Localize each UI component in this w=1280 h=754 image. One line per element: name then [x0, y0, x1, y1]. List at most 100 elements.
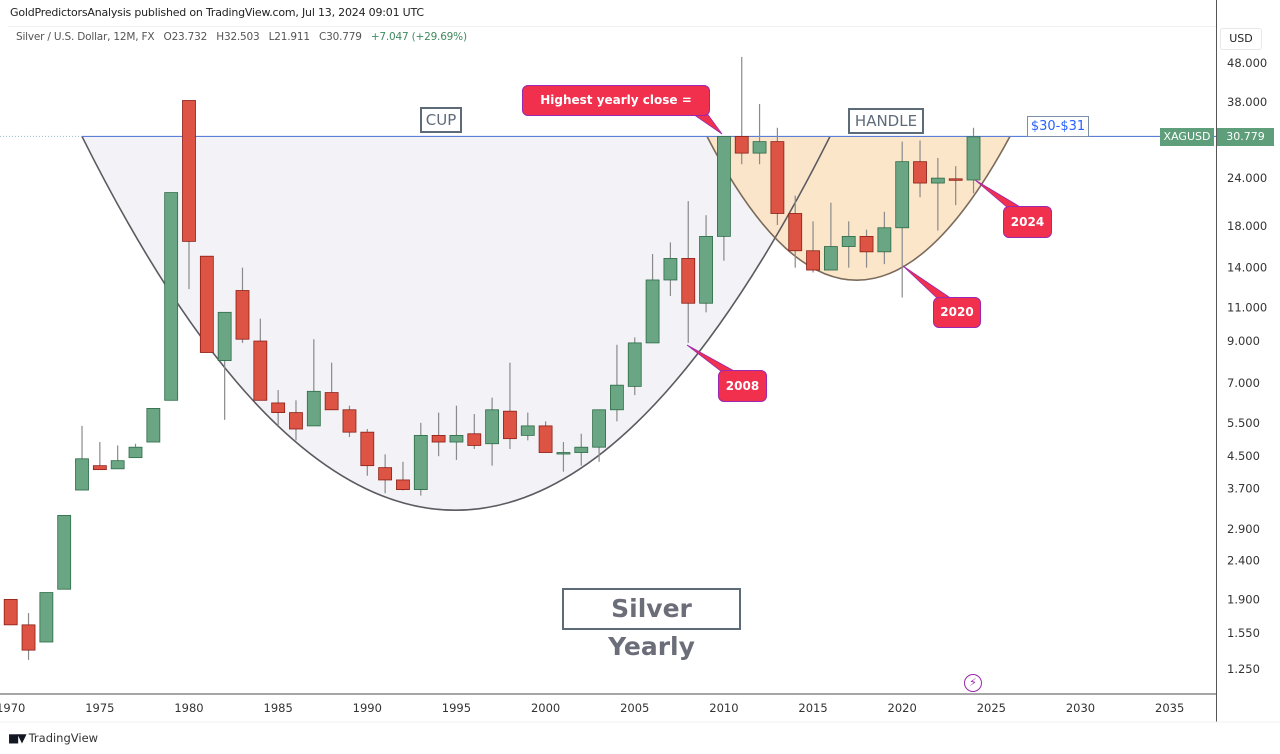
candle-1986[interactable] — [289, 412, 303, 430]
x-tick-label: 1995 — [442, 701, 471, 715]
candle-2010[interactable] — [717, 136, 731, 237]
y-tick-label: 48.000 — [1227, 56, 1267, 70]
highest-close-callout: Highest yearly close = $30.85 — [522, 85, 710, 136]
handle-label: HANDLE — [848, 108, 924, 134]
candle-2003[interactable] — [592, 409, 606, 448]
candle-1991[interactable] — [378, 467, 393, 481]
candle-2008[interactable] — [681, 258, 696, 304]
lightning-icon[interactable]: ⚡︎ — [964, 674, 982, 692]
ohlc-close: C30.779 — [319, 31, 362, 43]
candle-2023[interactable] — [948, 178, 963, 181]
y-tick-label: 11.000 — [1227, 301, 1267, 315]
candle-2017[interactable] — [841, 235, 856, 247]
candle-2006[interactable] — [645, 279, 660, 344]
candle-2013[interactable] — [770, 141, 785, 214]
y-tick-label: 9.000 — [1227, 334, 1260, 348]
chart-title-box: Silver Yearly — [562, 588, 741, 661]
pointer-2020 — [902, 265, 954, 300]
callout-2024: 2024 — [1003, 206, 1052, 238]
cup-curve — [81, 136, 831, 511]
x-tick-label: 2005 — [620, 701, 649, 715]
x-tick-label: 1975 — [85, 701, 114, 715]
candle-1988[interactable] — [324, 392, 339, 411]
candle-2004[interactable] — [610, 384, 624, 411]
x-tick-label: 1990 — [353, 701, 382, 715]
tradingview-footer[interactable]: ■▼ TradingView — [8, 731, 98, 745]
y-tick-label: 1.900 — [1227, 592, 1260, 606]
candle-2009[interactable] — [699, 235, 713, 304]
ohlc-low: L21.911 — [268, 31, 310, 43]
candle-2000[interactable] — [538, 425, 553, 453]
candle-2021[interactable] — [913, 161, 927, 184]
candle-2012[interactable] — [752, 141, 767, 154]
candle-1976[interactable] — [110, 460, 125, 470]
candle-2005[interactable] — [627, 342, 642, 387]
candle-1984[interactable] — [253, 340, 268, 401]
y-tick-label: 2.400 — [1227, 554, 1260, 568]
candle-1989[interactable] — [342, 409, 357, 433]
candle-1996[interactable] — [467, 433, 482, 446]
symbol-legend: Silver / U.S. Dollar, 12M, FX O23.732 H3… — [16, 31, 467, 43]
y-tick-label: 38.000 — [1227, 95, 1267, 109]
candle-2022[interactable] — [930, 177, 945, 184]
candle-1985[interactable] — [271, 402, 286, 414]
candle-2019[interactable] — [877, 227, 892, 253]
currency-button[interactable]: USD — [1220, 28, 1262, 50]
candle-1995[interactable] — [449, 434, 464, 443]
last-price-tag: 30.779 — [1217, 128, 1274, 146]
candle-1994[interactable] — [431, 434, 446, 443]
y-tick-label: 1.550 — [1227, 626, 1260, 640]
candle-1993[interactable] — [413, 434, 428, 490]
y-tick-label: 3.700 — [1227, 482, 1260, 496]
y-tick-label: 4.500 — [1227, 449, 1260, 463]
price-range-label: $30-$31 — [1027, 116, 1089, 137]
candle-1973[interactable] — [57, 515, 72, 590]
callout-2020: 2020 — [933, 297, 981, 328]
ohlc-change: +7.047 (+29.69%) — [370, 31, 467, 43]
ohlc-high: H32.503 — [216, 31, 260, 43]
candle-2002[interactable] — [574, 446, 589, 453]
candle-1982[interactable] — [217, 311, 232, 362]
y-tick-label: 2.900 — [1227, 522, 1260, 536]
x-tick-label: 2015 — [798, 701, 827, 715]
candle-1979[interactable] — [164, 192, 179, 401]
y-tick-label: 7.000 — [1227, 376, 1260, 390]
candle-1978[interactable] — [146, 407, 161, 443]
x-tick-label: 2035 — [1155, 701, 1184, 715]
handle-curve — [706, 136, 1011, 282]
candle-2014[interactable] — [788, 213, 803, 252]
candle-2007[interactable] — [663, 258, 678, 281]
divider — [8, 26, 1216, 27]
candle-1987[interactable] — [306, 390, 321, 427]
candle-1975[interactable] — [92, 465, 107, 471]
x-tick-label: 1980 — [174, 701, 203, 715]
candle-1971[interactable] — [21, 624, 36, 651]
y-tick-label: 14.000 — [1227, 261, 1267, 275]
candle-1981[interactable] — [199, 255, 214, 353]
candle-1999[interactable] — [520, 425, 535, 436]
x-tick-label: 2030 — [1066, 701, 1095, 715]
candle-1990[interactable] — [360, 431, 375, 467]
candle-1977[interactable] — [128, 446, 143, 459]
candle-1992[interactable] — [396, 479, 410, 490]
candle-2016[interactable] — [823, 246, 838, 271]
y-tick-label: 18.000 — [1227, 219, 1267, 233]
candle-2018[interactable] — [859, 235, 874, 253]
candle-2001[interactable] — [556, 452, 571, 455]
candle-1983[interactable] — [235, 290, 250, 340]
x-tick-label: 2000 — [531, 701, 560, 715]
candle-1998[interactable] — [503, 410, 517, 440]
candle-2020[interactable] — [895, 161, 910, 229]
candle-1974[interactable] — [75, 458, 89, 491]
x-tick-label: 2025 — [977, 701, 1006, 715]
candle-1972[interactable] — [39, 592, 54, 643]
candle-2015[interactable] — [806, 250, 820, 271]
candle-1980[interactable] — [182, 100, 196, 242]
candle-1970[interactable] — [3, 598, 18, 626]
ohlc-open: O23.732 — [163, 31, 208, 43]
candle-2024[interactable] — [966, 136, 981, 181]
candle-2011[interactable] — [734, 136, 749, 154]
candle-1997[interactable] — [485, 409, 500, 445]
symbol-price-tag: XAGUSD — [1160, 128, 1214, 146]
